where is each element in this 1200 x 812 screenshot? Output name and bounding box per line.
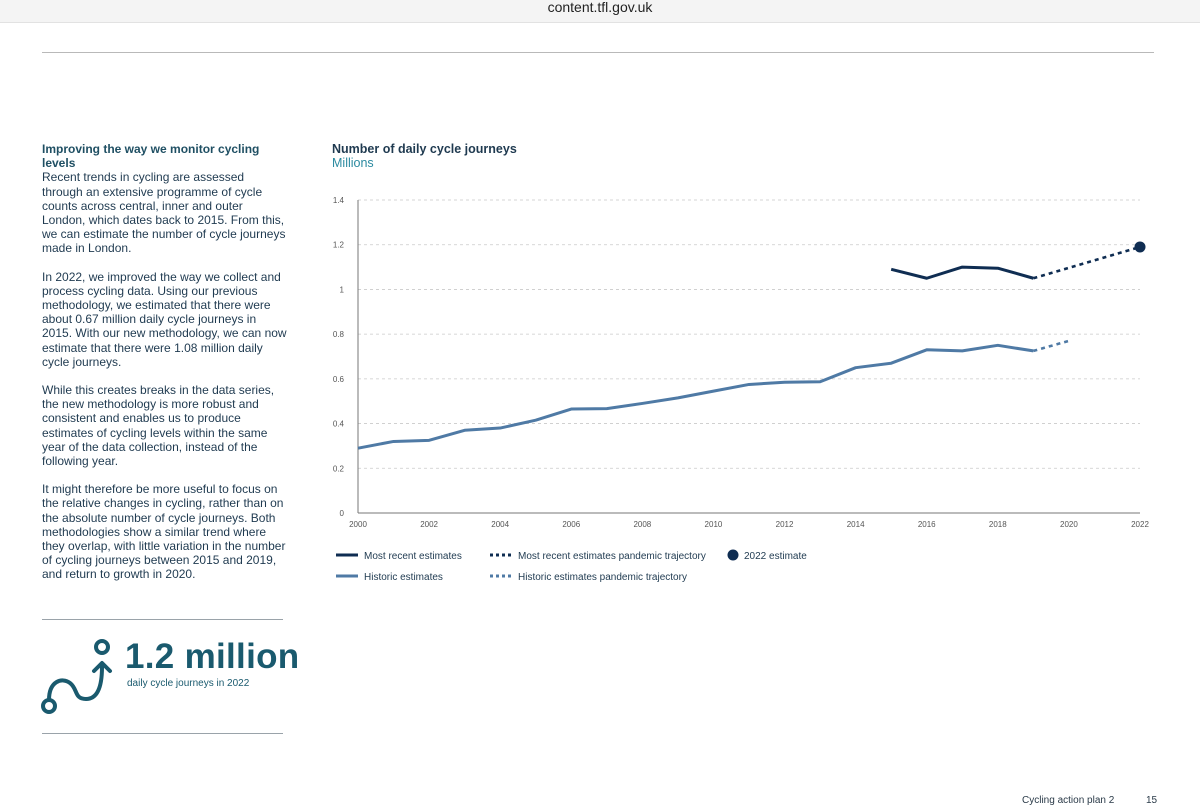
x-tick-label: 2018	[989, 520, 1007, 529]
top-divider	[42, 52, 1154, 53]
2022-estimate-point	[1134, 241, 1146, 253]
paragraph-2: In 2022, we improved the way we collect …	[42, 269, 287, 369]
cycle-route-icon	[40, 637, 120, 722]
stat-top-divider	[42, 619, 283, 620]
stat-value: 1.2 million	[125, 637, 300, 676]
legend-label-most-recent-estimates: Most recent estimates	[364, 551, 462, 562]
y-tick-label: 1.2	[333, 241, 345, 250]
url-text: content.tfl.gov.uk	[547, 0, 653, 15]
intro-text-column: Improving the way we monitor cycling lev…	[42, 142, 287, 596]
chart-title: Number of daily cycle journeys	[332, 142, 517, 156]
chart-subtitle: Millions	[332, 156, 374, 170]
paragraph-1: Recent trends in cycling are assessed th…	[42, 170, 286, 256]
most-recent-estimates-line	[890, 265, 1034, 280]
y-tick-label: 0.4	[333, 420, 345, 429]
legend-label-most-recent-estimates-pandemic-trajectory: Most recent estimates pandemic trajector…	[518, 551, 706, 562]
x-tick-label: 2004	[491, 520, 509, 529]
y-tick-label: 0.6	[333, 375, 345, 384]
y-tick-label: 0.8	[333, 330, 345, 339]
legend-label-historic-estimates: Historic estimates	[364, 572, 443, 583]
x-tick-label: 2022	[1131, 520, 1149, 529]
x-tick-label: 2000	[349, 520, 367, 529]
legend-swatch-2022-estimate	[727, 549, 739, 561]
footer-doc-title: Cycling action plan 2	[1022, 795, 1115, 806]
x-tick-label: 2006	[562, 520, 580, 529]
y-tick-label: 1	[340, 285, 345, 294]
paragraph-3: While this creates breaks in the data se…	[42, 383, 275, 469]
x-tick-label: 2008	[633, 520, 651, 529]
historic-estimates-line	[357, 343, 1034, 450]
y-tick-label: 0.2	[333, 464, 345, 473]
x-tick-label: 2002	[420, 520, 438, 529]
y-tick-label: 0	[340, 509, 345, 518]
stat-caption: daily cycle journeys in 2022	[127, 678, 250, 689]
x-tick-label: 2012	[776, 520, 794, 529]
legend-label-historic-estimates-pandemic-trajectory: Historic estimates pandemic trajectory	[518, 572, 687, 583]
x-tick-label: 2016	[918, 520, 936, 529]
y-tick-label: 1.4	[333, 196, 345, 205]
legend-label-2022-estimate: 2022 estimate	[744, 551, 807, 562]
footer-page-number: 15	[1146, 795, 1158, 806]
browser-url-bar[interactable]: content.tfl.gov.uk	[0, 0, 1200, 23]
x-tick-label: 2020	[1060, 520, 1078, 529]
daily-cycle-journeys-chart: 0 0.2 0.4 0.6 0.8 1 1.2 1.4 2000 2002 2004 2006 2008…	[333, 196, 1150, 583]
section-heading: Improving the way we monitor cycling lev…	[42, 142, 260, 171]
historic-estimates-pandemic-trajectory-line	[1033, 339, 1070, 353]
x-tick-label: 2014	[847, 520, 865, 529]
most-recent-estimates-pandemic-trajectory-line	[1032, 245, 1141, 280]
stat-bottom-divider	[42, 733, 283, 734]
x-tick-label: 2010	[705, 520, 723, 529]
paragraph-4: It might therefore be more useful to foc…	[42, 482, 286, 582]
